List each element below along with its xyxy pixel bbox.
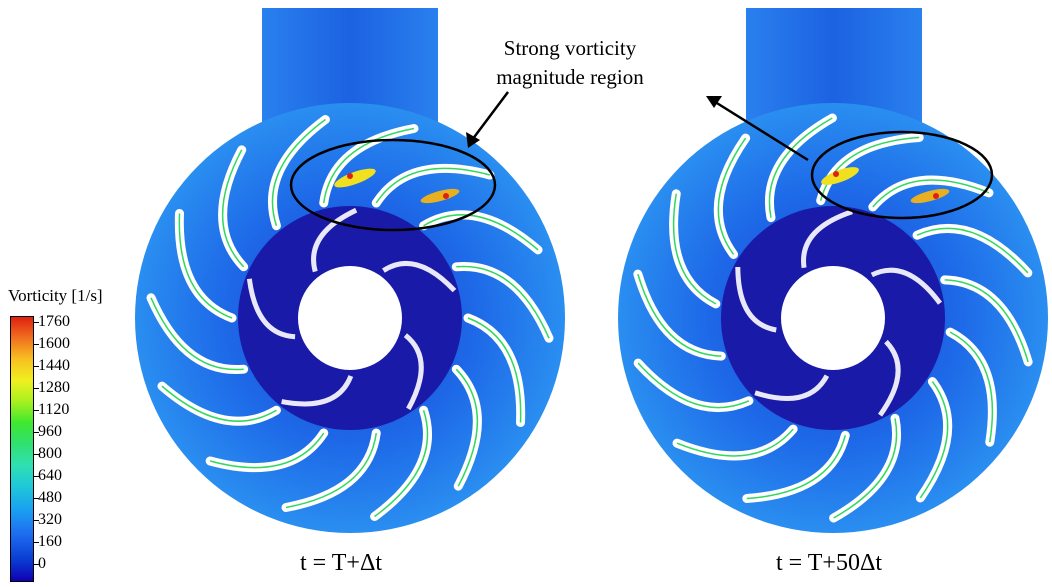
- inner-blade: [382, 261, 457, 293]
- blade-edge: [423, 214, 539, 251]
- colorbar-tick-label: 1600: [38, 335, 70, 352]
- vortex-spots-left: [334, 168, 460, 204]
- blade-edge: [676, 428, 794, 457]
- colorbar-tick: [34, 322, 39, 323]
- colorbar-tick: [34, 410, 39, 411]
- inner-blade: [870, 267, 943, 305]
- colorbar-tick: [34, 542, 39, 543]
- colorbar-tick: [34, 498, 39, 499]
- blade-edge: [374, 410, 429, 518]
- pump-left: [135, 8, 565, 533]
- colorbar-tick: [34, 454, 39, 455]
- inner-blade: [403, 333, 424, 411]
- blade-edge: [456, 265, 550, 339]
- callout-arrows: [466, 91, 809, 162]
- blade-edge: [467, 317, 522, 423]
- inner-blade: [878, 339, 901, 417]
- arrowhead-right: [706, 96, 722, 108]
- colorbar-tick-label: 640: [38, 467, 62, 484]
- blade-edge: [637, 273, 722, 357]
- blade-edge: [637, 362, 750, 409]
- blade-edge: [944, 279, 1029, 363]
- colorbar-tick: [34, 388, 39, 389]
- blade-edge: [221, 149, 245, 268]
- blade-edge: [455, 368, 479, 487]
- colorbar-tick-label: 960: [38, 423, 62, 440]
- colorbar-tick-label: 800: [38, 445, 62, 462]
- colorbar-tick-label: 160: [38, 533, 62, 550]
- blade-edge: [819, 136, 920, 201]
- blade-edge: [746, 435, 847, 500]
- colorbar-tick-label: 480: [38, 489, 62, 506]
- hub-left: [298, 266, 402, 370]
- colorbar-tick-label: 1120: [38, 401, 70, 418]
- blade-edge: [285, 432, 378, 509]
- blades-left: [146, 115, 554, 521]
- blade-edge: [916, 227, 1029, 274]
- inner-blade: [311, 207, 358, 273]
- blade-edge: [717, 137, 747, 255]
- arrowhead-left: [466, 132, 480, 148]
- highlight-ellipse-right: [810, 130, 994, 220]
- blade-edge: [672, 193, 717, 305]
- colorbar-tick: [34, 366, 39, 367]
- blade-edge: [161, 385, 277, 422]
- blade-edge: [919, 381, 949, 499]
- blade-edge: [150, 297, 244, 371]
- colorbar-tick-label: 1760: [38, 313, 70, 330]
- inner-blade: [735, 266, 777, 333]
- blade-edge: [375, 167, 491, 204]
- vortex-spots-right: [821, 167, 950, 204]
- pump-right: [618, 8, 1048, 533]
- time-label-right: t = T+50Δt: [776, 550, 883, 576]
- blade-edge: [833, 418, 898, 519]
- callout-line-1: Strong vorticity: [503, 36, 637, 60]
- blade-edge: [768, 117, 833, 218]
- blade-edge: [178, 213, 233, 319]
- inner-blade: [246, 278, 296, 340]
- blade-edge: [209, 432, 325, 469]
- colorbar-tick-label: 1440: [38, 357, 70, 374]
- colorbar-tick: [34, 476, 39, 477]
- colorbar-tick-label: 0: [38, 555, 46, 572]
- time-label-left: t = T+Δt: [300, 550, 383, 576]
- inner-blade: [281, 375, 354, 407]
- colorbar: [10, 316, 34, 582]
- callout-text: Strong vorticity magnitude region: [460, 34, 680, 92]
- blade-edge: [949, 331, 994, 443]
- blade-edge: [322, 127, 415, 204]
- colorbar-tick: [34, 564, 39, 565]
- arrow-right: [711, 98, 809, 162]
- inner-blade: [754, 374, 830, 401]
- blade-edge: [271, 118, 326, 226]
- inner-blade: [801, 209, 853, 269]
- colorbar-tick: [34, 520, 39, 521]
- callout-line-2: magnitude region: [496, 65, 644, 89]
- hub-right: [781, 266, 885, 370]
- colorbar-tick: [34, 344, 39, 345]
- blades-right: [633, 113, 1033, 523]
- colorbar-tick-label: 320: [38, 511, 62, 528]
- colorbar-tick-label: 1280: [38, 379, 70, 396]
- highlight-ellipse-left: [289, 138, 497, 232]
- colorbar-title: Vorticity [1/s]: [8, 286, 103, 305]
- blade-edge: [872, 179, 990, 208]
- colorbar-tick: [34, 432, 39, 433]
- arrow-left: [471, 91, 509, 141]
